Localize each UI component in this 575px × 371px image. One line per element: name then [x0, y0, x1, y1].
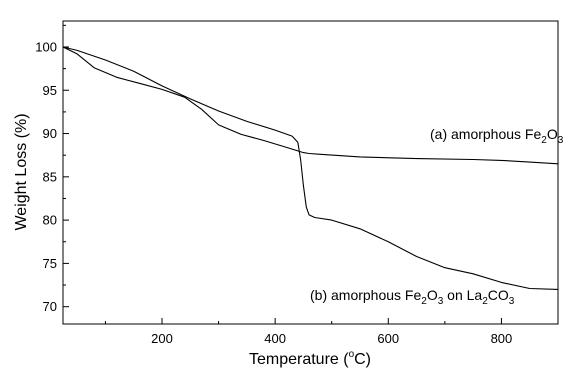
series-b-label-text3: on La: [443, 287, 482, 303]
x-axis-title-part2: C): [354, 351, 371, 368]
series-a-label-sub2: 3: [558, 135, 564, 146]
y-tick-label: 85: [43, 169, 57, 184]
plot-frame: [62, 20, 559, 325]
series-b-label-text4: CO: [488, 287, 509, 303]
ticks-layer: 200 400 600 800 70 75 80 85 90 95 100: [35, 24, 513, 346]
lines-layer: [62, 46, 559, 290]
x-axis-title-degree: o: [349, 349, 355, 360]
series-b-label-sub2: 3: [438, 296, 444, 307]
series-b-label-sub3: 2: [482, 296, 488, 307]
x-tick-label: 600: [377, 331, 399, 346]
y-tick-label: 80: [43, 213, 57, 228]
series-a-label: (a) amorphous Fe2O3: [430, 126, 564, 146]
y-tick-label: 100: [35, 39, 57, 54]
series-b-label: (b) amorphous Fe2O3 on La2CO3: [310, 287, 515, 307]
x-tick-label: 200: [151, 331, 173, 346]
x-axis-title-part1: Temperature (: [249, 351, 349, 368]
series-b-label-sub1: 2: [421, 296, 427, 307]
x-axis-title: Temperature (oC): [249, 349, 371, 368]
y-tick-label: 95: [43, 83, 57, 98]
series-a-label-sub1: 2: [541, 135, 547, 146]
y-axis-title: Weight Loss (%): [13, 113, 30, 230]
series-b-label-sub4: 3: [509, 296, 515, 307]
series-a-label-text2: O: [547, 126, 558, 142]
x-tick-label: 800: [491, 331, 513, 346]
x-tick-label: 400: [264, 331, 286, 346]
y-tick-label: 90: [43, 126, 57, 141]
series-b-line: [62, 46, 559, 290]
series-a-line: [62, 46, 559, 165]
series-b-label-text1: (b) amorphous Fe: [310, 287, 421, 303]
y-tick-label: 75: [43, 256, 57, 271]
y-tick-label: 70: [43, 299, 57, 314]
series-a-label-text1: (a) amorphous Fe: [430, 126, 541, 142]
series-b-label-text2: O: [427, 287, 438, 303]
